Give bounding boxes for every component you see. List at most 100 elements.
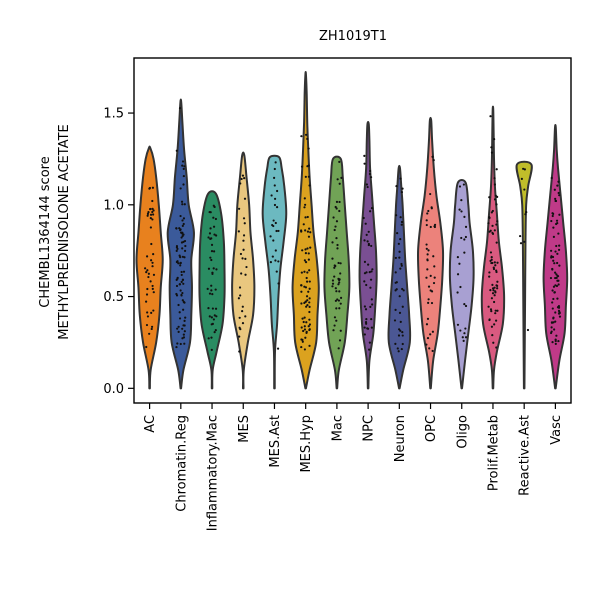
data-point [150,325,154,328]
data-point [237,297,240,300]
data-point [244,257,247,260]
data-point [150,311,153,314]
data-point [363,333,366,336]
data-point [302,329,305,333]
data-point [305,276,308,280]
data-point [334,299,337,302]
data-point [303,259,306,262]
data-point [151,207,154,211]
data-point [491,292,495,295]
x-tick-label: OPC [424,415,439,442]
data-point [306,304,309,307]
data-point [552,316,555,319]
data-point [367,263,370,266]
data-point [397,242,400,245]
data-point [146,212,150,215]
data-point [337,347,340,350]
violin-prolif-metab [480,105,506,390]
data-point [175,345,178,349]
data-point [241,310,244,313]
data-point [211,271,214,274]
data-point [178,227,181,230]
data-point [401,187,404,190]
data-point [333,275,336,278]
data-point [306,230,310,233]
data-point [432,255,435,258]
data-point [554,342,557,345]
data-point [519,242,523,245]
data-point [394,342,397,345]
data-point [179,264,182,267]
data-point [427,209,430,213]
data-point [551,289,554,292]
data-point [179,342,182,346]
data-point [303,316,306,319]
data-point [462,339,465,342]
data-point [179,187,182,190]
data-point [182,233,185,236]
data-point [213,331,216,334]
data-point [520,177,523,180]
data-point [552,285,556,288]
data-point [551,268,554,271]
data-point [496,287,499,290]
data-point [243,197,247,200]
data-point [493,177,496,180]
data-point [552,321,555,324]
data-point [397,334,401,337]
data-point [365,233,368,237]
data-point [369,305,372,308]
data-point [175,246,179,249]
data-point [300,284,303,287]
data-point [494,290,497,293]
data-point [274,221,277,225]
data-point [370,318,373,321]
x-tick-label: Oligo [455,415,470,449]
data-point [370,206,374,210]
data-point [305,280,309,283]
data-point [151,284,154,288]
data-point [525,210,528,214]
data-point [490,310,493,313]
data-point [243,177,246,180]
data-point [334,205,337,209]
data-point [493,261,496,264]
data-point [556,306,560,309]
data-point [303,206,306,209]
data-point [552,235,555,238]
data-point [401,342,404,346]
data-point [181,255,184,258]
data-point [178,311,181,314]
data-point [368,271,371,274]
data-point [364,308,368,311]
data-point [400,347,403,351]
y-ticks: 0.0 0.5 1.0 1.5 [103,107,134,397]
data-point [426,336,430,340]
data-point [242,217,246,220]
data-point [243,222,246,225]
data-point [208,292,212,295]
data-point [182,217,186,220]
data-point [182,222,185,226]
data-point [549,331,553,335]
data-point [177,330,180,333]
data-point [182,270,186,273]
data-point [308,344,311,347]
data-point [369,176,373,179]
data-point [425,223,428,227]
x-tick-label: MES.Ast [268,415,283,468]
data-point [210,348,213,351]
data-point [368,341,371,344]
data-point [179,261,182,264]
data-point [210,289,213,292]
data-point [182,174,185,178]
data-point [555,273,558,276]
data-point [432,281,436,285]
violin-oligo [448,179,475,390]
data-point [152,273,156,276]
data-point [214,288,217,291]
data-point [488,271,491,274]
data-point [399,238,402,241]
data-point [394,281,397,284]
data-point [240,272,243,275]
